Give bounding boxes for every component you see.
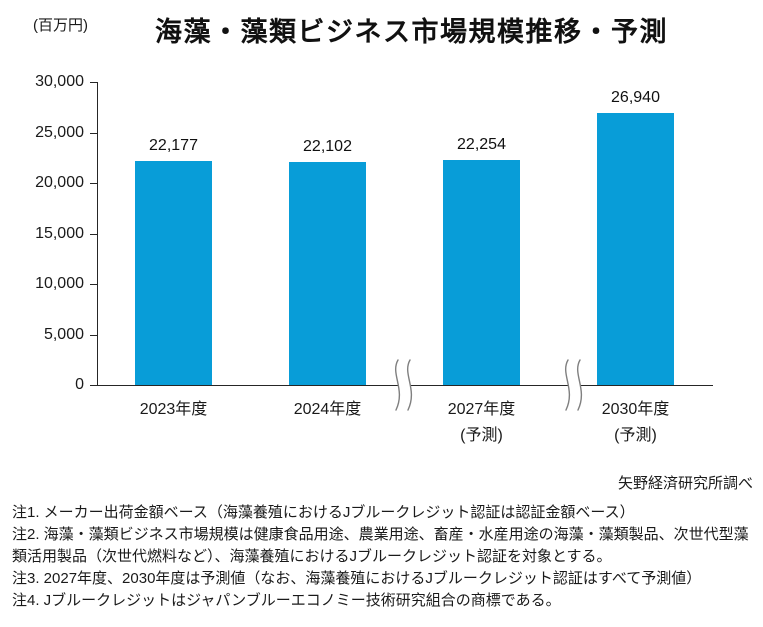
x-axis-category-label: 2024年度 — [251, 397, 405, 423]
footnote-2: 注2. 海藻・藻類ビジネス市場規模は健康食品用途、農業用途、畜産・水産用途の海藻… — [12, 526, 749, 565]
source-credit: 矢野経済研究所調べ — [617, 475, 753, 492]
bar-value-label: 22,177 — [149, 137, 198, 154]
category-forecast-label: (予測) — [614, 427, 657, 444]
category-year-label: 2030年度 — [601, 401, 670, 418]
footnote-3: 注3. 2027年度、2030年度は予測値（なお、海藻養殖におけるJブルークレジ… — [12, 570, 702, 587]
bar-2023年度 — [135, 161, 212, 385]
footnote-4: 注4. Jブルークレジットはジャパンブルーエコノミー技術研究組合の商標である。 — [12, 592, 561, 609]
x-axis-category-label: 2027年度 (予測) — [405, 397, 559, 449]
y-axis-tick — [90, 284, 97, 285]
y-axis-tick-label: 0 — [75, 376, 84, 393]
y-axis-tick — [90, 334, 97, 336]
y-axis-line — [97, 82, 98, 386]
y-axis-tick-label: 5,000 — [43, 325, 84, 343]
bar-value-label: 26,940 — [611, 88, 660, 106]
category-year-label: 2023年度 — [139, 401, 208, 418]
axis-break-mark — [386, 358, 420, 412]
x-axis-category-label: 2023年度 — [97, 397, 251, 423]
y-axis-unit-label: (百万円) — [33, 17, 88, 34]
footnote-1: 注1. メーカー出荷金額ベース（海藻養殖におけるJブルークレジット認証は認証金額… — [12, 504, 635, 521]
y-axis-tick — [90, 183, 97, 184]
y-axis-tick — [90, 233, 97, 235]
chart-title: 海藻・藻類ビジネス市場規模推移・予測 — [155, 17, 668, 47]
y-axis-tick-label: 30,000 — [35, 73, 84, 90]
bar-value-label: 22,102 — [303, 137, 352, 155]
category-forecast-label: (予測) — [460, 427, 503, 444]
axis-break-mark — [556, 358, 590, 412]
y-axis-tick-label: 10,000 — [35, 275, 84, 292]
y-axis-tick — [90, 132, 97, 134]
y-axis-tick — [90, 82, 97, 83]
bar-2024年度 — [289, 161, 366, 385]
category-year-label: 2027年度 — [447, 401, 516, 418]
footnotes: 注1. メーカー出荷金額ベース（海藻養殖におけるJブルークレジット認証は認証金額… — [12, 502, 757, 612]
bar-2030年度 — [597, 112, 674, 385]
bar-2027年度 — [443, 160, 520, 385]
y-axis-tick — [90, 385, 97, 386]
plot-area: 30,000 25,000 20,000 15,000 10,000 5,000 0 22,1… — [35, 73, 713, 449]
bar-value-label: 22,254 — [457, 136, 506, 154]
category-year-label: 2024年度 — [293, 401, 362, 418]
y-axis-tick-label: 20,000 — [35, 174, 84, 191]
y-axis-tick-label: 15,000 — [35, 224, 84, 242]
y-axis-tick-label: 25,000 — [35, 123, 84, 141]
x-axis-category-label: 2030年度 (予測) — [559, 397, 713, 449]
